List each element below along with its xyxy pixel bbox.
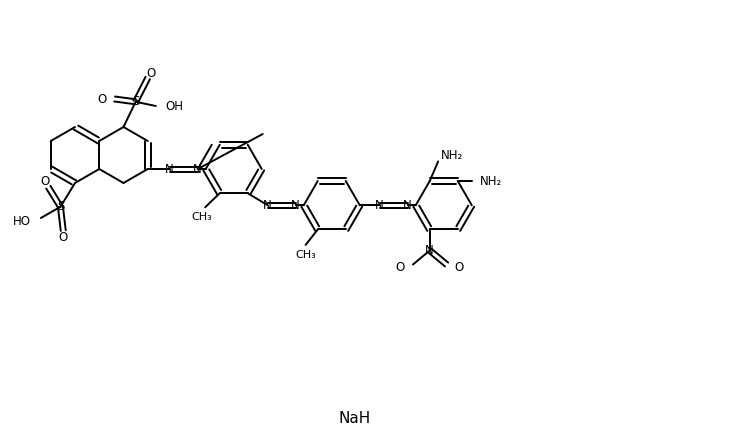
Text: O: O [40,175,50,188]
Text: S: S [57,200,64,213]
Text: CH₃: CH₃ [295,250,316,260]
Text: O: O [146,66,156,79]
Text: N: N [165,163,174,176]
Text: N: N [291,199,300,212]
Text: S: S [132,95,139,108]
Text: OH: OH [166,99,184,112]
Text: N: N [404,199,412,212]
Text: O: O [454,261,464,274]
Text: NH₂: NH₂ [441,149,463,162]
Text: O: O [59,231,68,244]
Text: CH₃: CH₃ [192,212,213,222]
Text: N: N [264,199,272,212]
Text: O: O [396,261,405,274]
Text: N: N [375,199,384,212]
Text: O: O [98,92,106,105]
Text: N: N [426,244,434,257]
Text: N: N [193,163,202,176]
Text: HO: HO [13,215,31,228]
Text: NH₂: NH₂ [480,175,502,188]
Text: NaH: NaH [339,410,371,426]
